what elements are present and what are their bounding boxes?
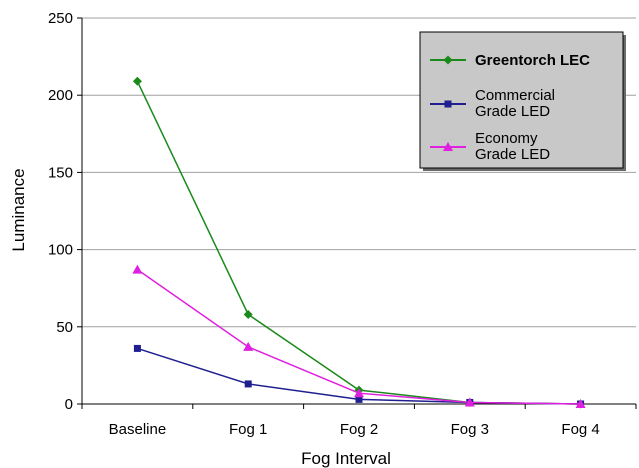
legend-swatch-marker	[444, 100, 452, 108]
series	[132, 264, 586, 408]
legend-label: Commercial	[475, 87, 555, 104]
legend-box	[419, 31, 624, 169]
legend-label: Grade LED	[475, 146, 550, 163]
data-point	[243, 341, 254, 351]
y-tick-label: 50	[56, 319, 73, 336]
data-point	[132, 264, 143, 274]
x-tick-label: Fog 3	[451, 421, 489, 438]
y-tick-label: 100	[48, 242, 73, 259]
legend-label: Greentorch LEC	[475, 52, 590, 69]
data-point	[464, 397, 475, 407]
legend-swatch-marker	[443, 55, 453, 65]
y-tick-label: 200	[48, 87, 73, 104]
tick-labels: 0 50 100 150 200 250 Baseline Fog 1 Fog 2 Fog 3 Fo…	[48, 10, 600, 438]
y-tick-label: 250	[48, 10, 73, 27]
legend-label: Grade LED	[475, 103, 550, 120]
data-point	[575, 399, 586, 408]
legend-label: Economy	[475, 130, 538, 147]
x-tick-label: Fog 4	[561, 421, 599, 438]
x-tick-label: Fog 2	[340, 421, 378, 438]
series-group	[132, 76, 586, 409]
y-axis-title: Luminance	[9, 168, 28, 251]
y-tick-label: 0	[65, 396, 73, 413]
x-tick-label: Fog 1	[229, 421, 267, 438]
data-point	[132, 76, 142, 86]
data-point	[243, 309, 253, 319]
legend-swatch-marker	[443, 142, 453, 151]
x-tick-label: Baseline	[109, 421, 167, 438]
data-point	[355, 395, 363, 403]
x-axis-title: Fog Interval	[301, 449, 391, 468]
data-point	[354, 388, 364, 398]
y-tick-label: 150	[48, 164, 73, 181]
data-point	[244, 380, 252, 388]
series	[133, 344, 585, 408]
data-point	[133, 344, 141, 352]
series-line	[136, 269, 581, 405]
